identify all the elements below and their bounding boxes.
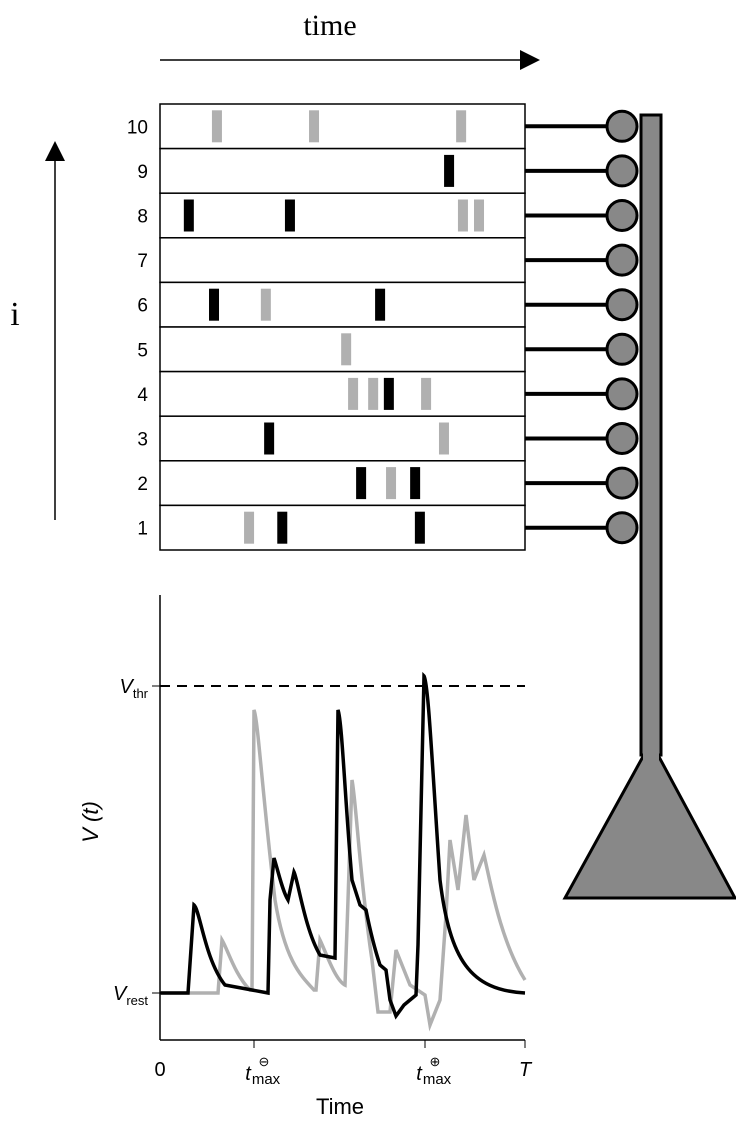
row-box — [159, 237, 526, 284]
spike — [438, 422, 449, 455]
row-label: 4 — [137, 385, 148, 406]
row-label: 10 — [127, 117, 148, 138]
row-label: 1 — [137, 519, 148, 540]
spike — [410, 467, 421, 500]
spike — [211, 110, 222, 143]
spike — [309, 110, 320, 143]
spike — [456, 110, 467, 143]
spike — [474, 199, 485, 232]
x-tick-label: t — [416, 1063, 423, 1085]
v-rest-label: Vrest — [113, 983, 148, 1008]
x-tick-label: ⊕ — [430, 1054, 441, 1069]
raster: 10 9 8 7 6 5 4 3 2 1 — [127, 103, 526, 551]
y-axis-label: V (t) — [78, 801, 103, 843]
x-tick-label: max — [423, 1071, 452, 1088]
spike — [341, 333, 352, 366]
spike — [284, 199, 295, 232]
spike — [421, 377, 432, 410]
synapses — [525, 109, 639, 545]
row-label: 7 — [137, 251, 148, 272]
synapse — [605, 243, 639, 277]
synapse — [605, 199, 639, 232]
spike — [209, 288, 220, 321]
spike — [386, 467, 397, 500]
gray-trace — [160, 709, 527, 1032]
spike — [348, 377, 359, 410]
synapse — [605, 288, 639, 322]
row-box — [159, 415, 526, 462]
row-label: 3 — [137, 430, 148, 451]
spike — [444, 154, 455, 187]
synapse — [605, 422, 639, 455]
row-label: 6 — [137, 296, 148, 317]
spike — [244, 511, 255, 544]
x-tick-label: max — [252, 1071, 281, 1088]
row-box — [159, 281, 526, 328]
spike — [264, 422, 275, 455]
spike — [183, 199, 194, 232]
spike — [375, 288, 386, 321]
synapse — [605, 154, 639, 188]
spike — [414, 511, 425, 544]
row-label: 2 — [137, 474, 148, 495]
row-label: 9 — [137, 162, 148, 183]
synapse — [605, 466, 639, 500]
spike — [260, 288, 271, 321]
x-tick-label: T — [519, 1059, 533, 1081]
neuron — [562, 113, 736, 900]
x-tick-label: ⊖ — [259, 1054, 270, 1069]
spike — [368, 377, 379, 410]
row-box — [159, 460, 526, 507]
x-tick-label: 0 — [154, 1059, 165, 1081]
voltage-plot: Vthr Vrest V (t) 0 t ⊖ max t ⊕ max T Tim… — [78, 595, 533, 1119]
x-axis-label: Time — [316, 1094, 364, 1119]
synapse — [605, 377, 639, 411]
row-box — [159, 147, 526, 194]
synapse — [605, 109, 639, 143]
spike — [277, 511, 288, 544]
spike — [383, 377, 394, 410]
x-tick-label: t — [245, 1063, 252, 1085]
row-label: 5 — [137, 340, 148, 361]
spike — [356, 467, 367, 500]
row-box — [159, 192, 526, 239]
v-thr-label: Vthr — [119, 676, 148, 701]
row-box — [159, 370, 526, 417]
spike — [457, 199, 468, 232]
synapse — [605, 332, 639, 366]
row-box — [159, 504, 526, 551]
row-label: 8 — [137, 207, 148, 228]
time-label: time — [303, 9, 356, 42]
black-trace — [160, 671, 526, 1020]
synapse — [605, 511, 639, 545]
index-label: i — [10, 296, 19, 333]
